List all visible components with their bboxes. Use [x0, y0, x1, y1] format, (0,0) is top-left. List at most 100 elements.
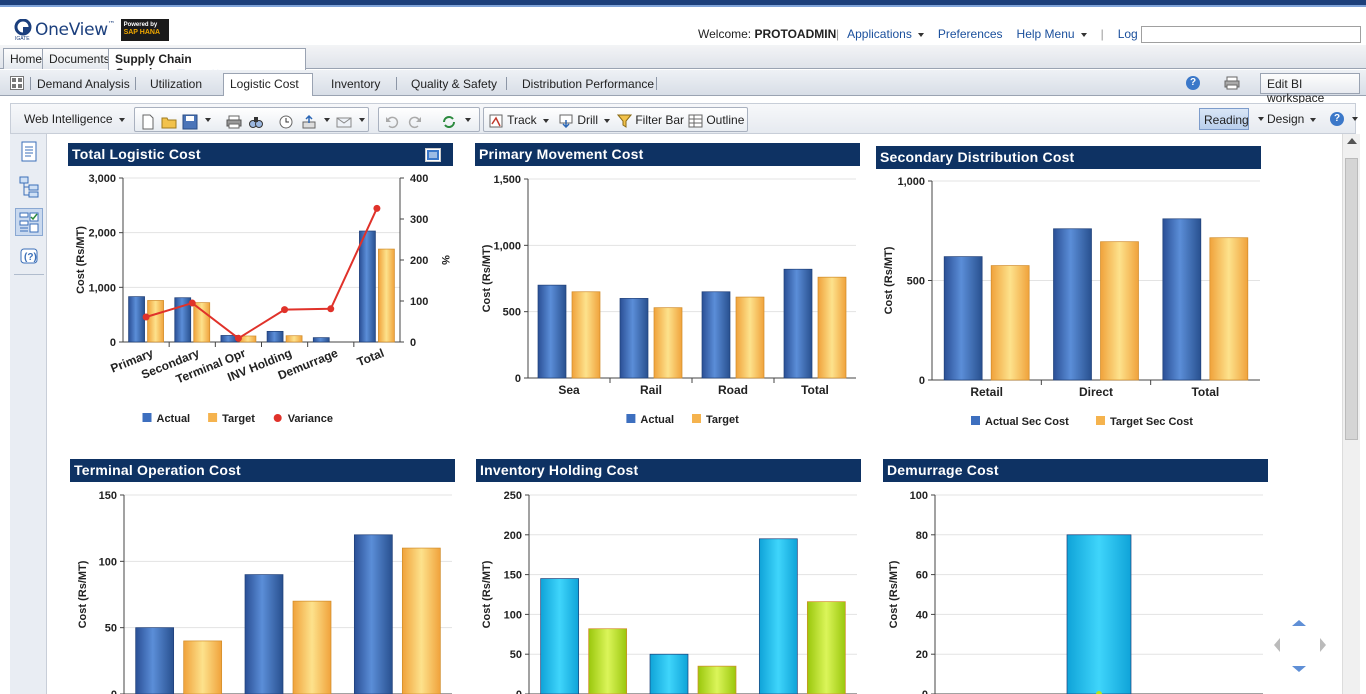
- print-icon[interactable]: [226, 114, 242, 130]
- refresh-icon[interactable]: [441, 114, 457, 130]
- edit-bi-workspace-button[interactable]: Edit BI workspace: [1260, 73, 1360, 105]
- tab-demand-analysis[interactable]: Demand Analysis: [37, 77, 130, 91]
- applications-menu[interactable]: Applications: [847, 27, 938, 41]
- nav-up-icon[interactable]: [1292, 620, 1306, 626]
- bar-target[interactable]: [147, 300, 164, 343]
- nav-right-icon[interactable]: [1320, 638, 1326, 652]
- tab-distribution-performance[interactable]: Distribution Performance: [522, 77, 655, 91]
- bar-actual-sec-cost[interactable]: [1053, 228, 1092, 381]
- scroll-thumb[interactable]: [1345, 158, 1358, 440]
- bar-target[interactable]: [285, 335, 303, 343]
- print-icon[interactable]: [1224, 76, 1240, 90]
- nav-down-icon[interactable]: [1292, 666, 1306, 672]
- bar-target[interactable]: [193, 302, 211, 343]
- save-icon[interactable]: [182, 114, 198, 130]
- preferences-link[interactable]: Preferences: [937, 27, 1003, 41]
- bar-target-sec-cost[interactable]: [1100, 241, 1139, 381]
- help-menu[interactable]: Help Menu: [1017, 27, 1101, 41]
- bar-target[interactable]: [653, 307, 683, 379]
- tab-utilization[interactable]: Utilization: [150, 77, 203, 91]
- variance-point[interactable]: [142, 313, 150, 321]
- bar-series-1[interactable]: [292, 600, 332, 694]
- variance-point[interactable]: [373, 204, 381, 212]
- bar-actual[interactable]: [266, 330, 284, 343]
- tab-documents[interactable]: Documents: [42, 48, 117, 69]
- welcome-text: Welcome: PROTOADMIN: [698, 27, 837, 41]
- webi-toolbar: Web Intelligence Track Drill Filter Bar: [10, 103, 1358, 134]
- tab-supply-chain-overview[interactable]: Supply Chain Overview⊡⊸✕: [108, 48, 306, 80]
- redo-icon[interactable]: [407, 114, 423, 130]
- tab-inventory[interactable]: Inventory: [331, 77, 381, 91]
- bar-series-0[interactable]: [353, 534, 393, 694]
- reading-mode-button[interactable]: Reading: [1199, 108, 1249, 130]
- vertical-scrollbar[interactable]: [1342, 134, 1360, 694]
- bar-actual[interactable]: [174, 297, 192, 343]
- navigation-map-icon[interactable]: [15, 173, 43, 201]
- track-icon: [489, 114, 503, 128]
- undo-icon[interactable]: [384, 114, 400, 130]
- track-button[interactable]: Track: [489, 113, 549, 128]
- bar-series-1[interactable]: [806, 601, 846, 694]
- bar-target[interactable]: [817, 276, 847, 379]
- svg-text:(?): (?): [24, 252, 37, 263]
- export-icon[interactable]: [301, 114, 317, 130]
- design-mode-button[interactable]: Design: [1267, 112, 1317, 126]
- bar-series-1[interactable]: [588, 628, 628, 694]
- bar-series-0[interactable]: [135, 627, 175, 694]
- bar-actual-sec-cost[interactable]: [1162, 218, 1202, 381]
- bar-series-0[interactable]: [1066, 534, 1132, 694]
- variance-point[interactable]: [327, 305, 335, 313]
- bar-actual[interactable]: [783, 268, 813, 379]
- email-dropdown-icon[interactable]: [359, 118, 365, 122]
- help-dropdown-icon[interactable]: [1352, 117, 1358, 121]
- bar-series-1[interactable]: [697, 665, 737, 694]
- variance-point[interactable]: [234, 334, 242, 342]
- bar-target-sec-cost[interactable]: [1209, 237, 1249, 381]
- bar-actual[interactable]: [128, 296, 145, 343]
- variance-point[interactable]: [188, 299, 196, 307]
- new-document-icon[interactable]: [140, 114, 156, 130]
- refresh-dropdown-icon[interactable]: [465, 118, 471, 122]
- bar-series-0[interactable]: [244, 574, 284, 694]
- nav-left-icon[interactable]: [1274, 638, 1280, 652]
- bar-target[interactable]: [571, 291, 601, 379]
- bar-series-0[interactable]: [758, 538, 798, 694]
- bar-actual[interactable]: [701, 291, 731, 379]
- bar-actual[interactable]: [312, 337, 330, 343]
- variance-point[interactable]: [281, 306, 289, 314]
- bar-actual-sec-cost[interactable]: [943, 256, 983, 381]
- bar-series-1[interactable]: [183, 640, 223, 694]
- outline-button[interactable]: Outline: [688, 113, 744, 128]
- filter-bar-button[interactable]: Filter Bar: [616, 113, 684, 128]
- help-icon[interactable]: ?: [1186, 76, 1200, 90]
- chart-demurrage-cost: 0 20 40 60 80 100 Cost (Rs/MT): [888, 490, 1263, 694]
- bar-target[interactable]: [735, 296, 765, 379]
- scroll-up-icon[interactable]: [1347, 138, 1357, 144]
- bar-target[interactable]: [378, 248, 395, 343]
- tab-logistic-cost[interactable]: Logistic Cost: [223, 73, 313, 96]
- bar-target-sec-cost[interactable]: [990, 265, 1030, 381]
- open-folder-icon[interactable]: [161, 114, 177, 130]
- bar-actual[interactable]: [537, 284, 567, 379]
- find-icon[interactable]: [248, 114, 264, 130]
- save-dropdown-icon[interactable]: [205, 118, 211, 122]
- toolbar-help-icon[interactable]: ?: [1330, 112, 1344, 126]
- history-icon[interactable]: [278, 114, 294, 130]
- bar-series-0[interactable]: [540, 578, 580, 694]
- drill-button[interactable]: Drill: [559, 113, 611, 128]
- bar-actual[interactable]: [359, 230, 376, 343]
- bar-series-1[interactable]: [401, 547, 441, 694]
- tab-quality-safety[interactable]: Quality & Safety: [411, 77, 498, 91]
- user-prompt-input-icon[interactable]: (?): [15, 243, 43, 271]
- input-controls-icon[interactable]: [15, 208, 43, 236]
- reading-dropdown-icon[interactable]: [1258, 117, 1264, 121]
- export-dropdown-icon[interactable]: [324, 118, 330, 122]
- grid-icon[interactable]: [10, 76, 24, 90]
- bar-series-0[interactable]: [649, 653, 689, 694]
- document-summary-icon[interactable]: [15, 138, 43, 166]
- bar-actual[interactable]: [619, 298, 649, 379]
- search-input[interactable]: [1141, 26, 1361, 43]
- chart-toggle-icon[interactable]: [425, 148, 441, 162]
- email-icon[interactable]: [336, 114, 352, 130]
- web-intelligence-menu[interactable]: Web Intelligence: [24, 112, 125, 126]
